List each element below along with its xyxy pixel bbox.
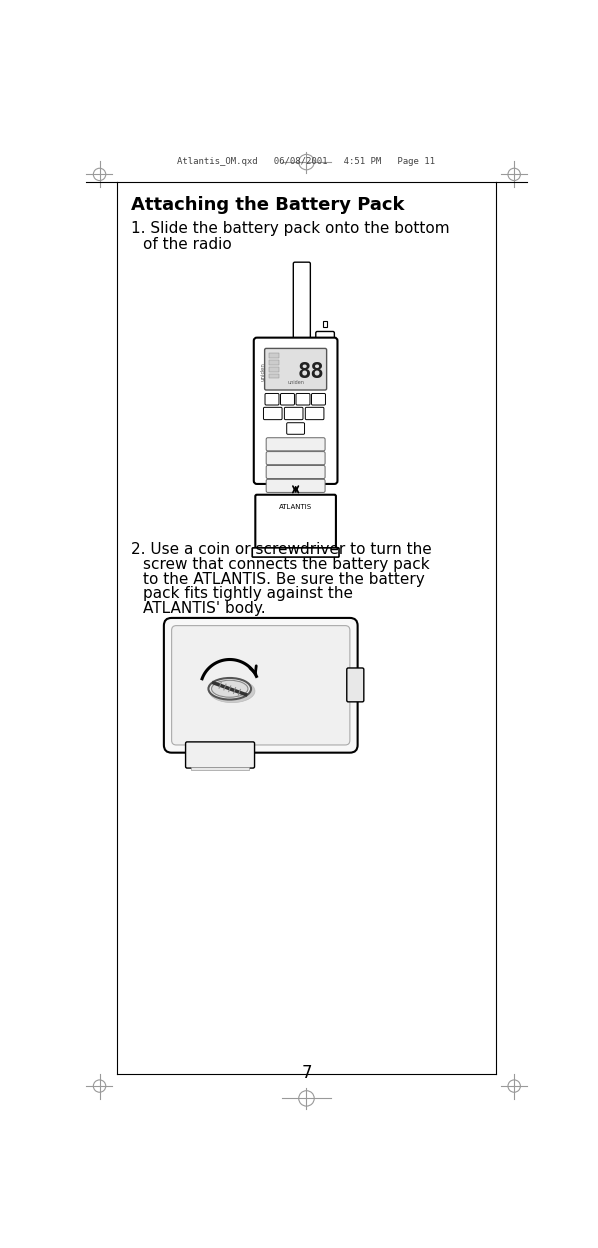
Text: 7: 7 [301,1063,312,1082]
Text: of the radio: of the radio [143,237,231,252]
FancyBboxPatch shape [164,618,358,753]
Text: Attaching the Battery Pack: Attaching the Battery Pack [130,196,404,213]
FancyBboxPatch shape [285,407,303,419]
Bar [269,374,279,378]
Ellipse shape [209,678,251,700]
Bar [191,766,249,770]
Text: Atlantis_OM.qxd   06/08/2001   4:51 PM   Page 11: Atlantis_OM.qxd 06/08/2001 4:51 PM Page … [178,157,435,166]
Text: 88: 88 [298,362,325,382]
Bar [292,341,311,344]
Bar [269,359,279,364]
Bar [269,353,279,358]
Bar [323,321,327,327]
Text: uniden: uniden [287,379,304,384]
FancyBboxPatch shape [266,466,325,478]
Text: ATLANTIS: ATLANTIS [279,504,312,510]
FancyBboxPatch shape [254,338,337,484]
Text: pack fits tightly against the: pack fits tightly against the [143,587,353,602]
FancyBboxPatch shape [296,393,310,406]
FancyBboxPatch shape [280,393,294,406]
Text: ATLANTIS' body.: ATLANTIS' body. [143,602,266,617]
FancyBboxPatch shape [252,548,339,557]
FancyBboxPatch shape [347,668,364,701]
Text: uniden: uniden [261,362,266,381]
FancyBboxPatch shape [185,741,255,768]
FancyBboxPatch shape [265,348,327,389]
Ellipse shape [212,680,248,698]
Text: to the ATLANTIS. Be sure the battery: to the ATLANTIS. Be sure the battery [143,572,425,587]
FancyBboxPatch shape [255,494,336,550]
Text: 1. Slide the battery pack onto the bottom: 1. Slide the battery pack onto the botto… [130,221,449,236]
FancyBboxPatch shape [266,452,325,464]
FancyBboxPatch shape [316,332,334,354]
FancyBboxPatch shape [306,407,324,419]
FancyBboxPatch shape [286,423,304,434]
Text: screw that connects the battery pack: screw that connects the battery pack [143,557,429,572]
Ellipse shape [209,679,255,703]
FancyBboxPatch shape [266,438,325,451]
Bar [269,367,279,372]
FancyBboxPatch shape [293,262,310,342]
Text: 2. Use a coin or screwdriver to turn the: 2. Use a coin or screwdriver to turn the [130,543,431,558]
FancyBboxPatch shape [266,479,325,493]
FancyBboxPatch shape [265,393,279,406]
FancyBboxPatch shape [264,407,282,419]
FancyBboxPatch shape [312,393,325,406]
FancyBboxPatch shape [172,625,350,745]
